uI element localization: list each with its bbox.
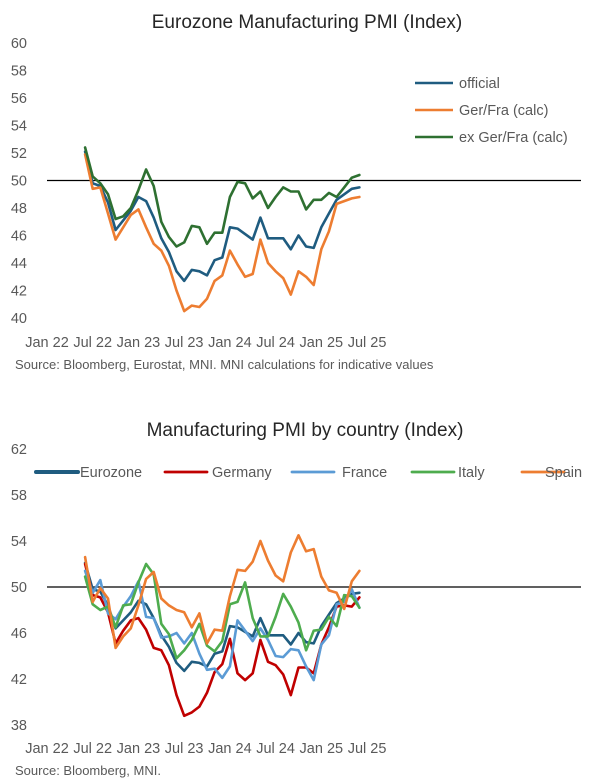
x-tick-label: Jul 23	[165, 335, 204, 351]
y-tick-label: 44	[11, 256, 27, 272]
series-line-ger-fra-calc	[83, 153, 361, 313]
source-note: Source: Bloomberg, Eurostat, MNI. MNI ca…	[15, 357, 434, 372]
x-tick-label: Jan 25	[300, 335, 344, 351]
x-tick-label: Jan 23	[117, 335, 161, 351]
series-line-official	[83, 150, 361, 283]
y-tick-label: 50	[11, 580, 27, 596]
y-tick-label: 56	[11, 91, 27, 107]
x-tick-label: Jul 25	[348, 335, 387, 351]
x-tick-label: Jan 24	[208, 741, 252, 757]
source-note: Source: Bloomberg, MNI.	[15, 763, 161, 778]
legend-label: Ger/Fra (calc)	[459, 103, 548, 119]
legend-label: official	[459, 76, 500, 92]
y-tick-label: 42	[11, 284, 27, 300]
x-tick-label: Jul 22	[73, 335, 112, 351]
y-tick-label: 50	[11, 174, 27, 190]
y-tick-label: 52	[11, 146, 27, 162]
series-line-france	[83, 569, 361, 682]
chart-title: Manufacturing PMI by country (Index)	[147, 420, 464, 441]
series-line-eurozone	[83, 561, 361, 673]
chart-eurozone-pmi: Eurozone Manufacturing PMI (Index) 40 42 44…	[11, 12, 581, 372]
legend-label: Spain	[545, 465, 582, 481]
chart-pmi-by-country: Manufacturing PMI by country (Index) 38 42…	[11, 420, 582, 778]
series-line-italy	[83, 562, 361, 660]
x-tick-label: Jul 24	[256, 335, 295, 351]
x-tick-label: Jul 23	[165, 741, 204, 757]
legend-label: France	[342, 465, 387, 481]
y-tick-label: 62	[11, 442, 27, 458]
x-tick-label: Jan 22	[25, 335, 69, 351]
y-tick-label: 40	[11, 311, 27, 327]
series-line-germany	[83, 562, 361, 718]
x-tick-label: Jul 22	[73, 741, 112, 757]
legend-label: Germany	[212, 465, 272, 481]
x-tick-label: Jan 25	[300, 741, 344, 757]
y-tick-label: 42	[11, 672, 27, 688]
y-tick-label: 46	[11, 229, 27, 245]
series-line-spain	[83, 533, 361, 650]
series-line-ex-ger-fra-calc	[83, 146, 361, 248]
x-tick-label: Jan 23	[117, 741, 161, 757]
y-tick-label: 46	[11, 626, 27, 642]
y-tick-label: 48	[11, 201, 27, 217]
y-tick-label: 54	[11, 534, 27, 550]
chart-title: Eurozone Manufacturing PMI (Index)	[152, 12, 463, 33]
y-tick-label: 38	[11, 718, 27, 734]
y-tick-label: 58	[11, 488, 27, 504]
y-tick-label: 60	[11, 36, 27, 52]
legend-label: ex Ger/Fra (calc)	[459, 130, 568, 146]
y-tick-label: 54	[11, 119, 27, 135]
legend-label: Eurozone	[80, 465, 142, 481]
y-tick-label: 58	[11, 64, 27, 80]
x-tick-label: Jan 24	[208, 335, 252, 351]
x-tick-label: Jul 24	[256, 741, 295, 757]
legend-label: Italy	[458, 465, 485, 481]
x-tick-label: Jul 25	[348, 741, 387, 757]
x-tick-label: Jan 22	[25, 741, 69, 757]
